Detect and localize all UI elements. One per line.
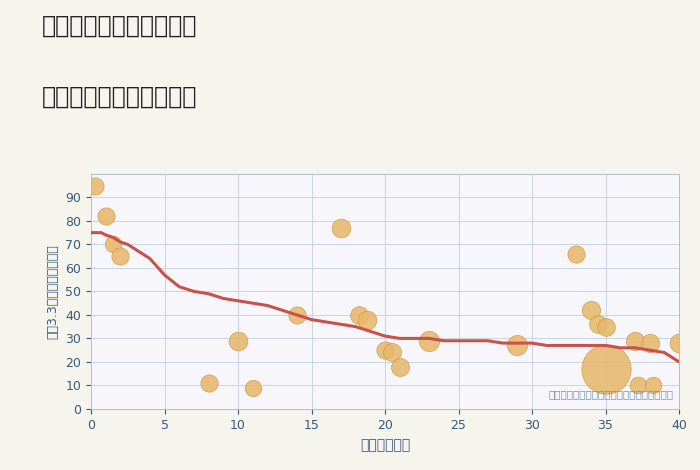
Point — [647, 382, 658, 389]
Point — [203, 379, 214, 387]
Text: 円の大きさは、取引のあった物件面積を示す: 円の大きさは、取引のあった物件面積を示す — [548, 390, 673, 400]
Point — [585, 306, 596, 314]
Point — [570, 250, 582, 258]
Y-axis label: 坪（3.3㎡）単価（万円）: 坪（3.3㎡）単価（万円） — [47, 244, 60, 339]
Point — [673, 339, 685, 347]
Point — [386, 349, 398, 356]
Point — [335, 224, 346, 232]
Point — [600, 323, 611, 330]
Point — [115, 252, 126, 260]
Point — [247, 384, 258, 392]
Point — [100, 212, 111, 220]
X-axis label: 築年数（年）: 築年数（年） — [360, 439, 410, 453]
Text: 築年数別中古戸建て価格: 築年数別中古戸建て価格 — [42, 85, 197, 109]
Point — [379, 346, 391, 354]
Point — [632, 382, 643, 389]
Point — [644, 339, 655, 347]
Point — [512, 342, 523, 349]
Point — [232, 337, 244, 345]
Text: 三重県津市安濃町安部の: 三重県津市安濃町安部の — [42, 14, 197, 38]
Point — [600, 365, 611, 373]
Point — [629, 337, 641, 345]
Point — [394, 363, 405, 370]
Point — [291, 311, 302, 319]
Point — [108, 241, 119, 248]
Point — [593, 321, 604, 328]
Point — [362, 316, 373, 323]
Point — [424, 337, 435, 345]
Point — [353, 311, 364, 319]
Point — [90, 182, 101, 189]
